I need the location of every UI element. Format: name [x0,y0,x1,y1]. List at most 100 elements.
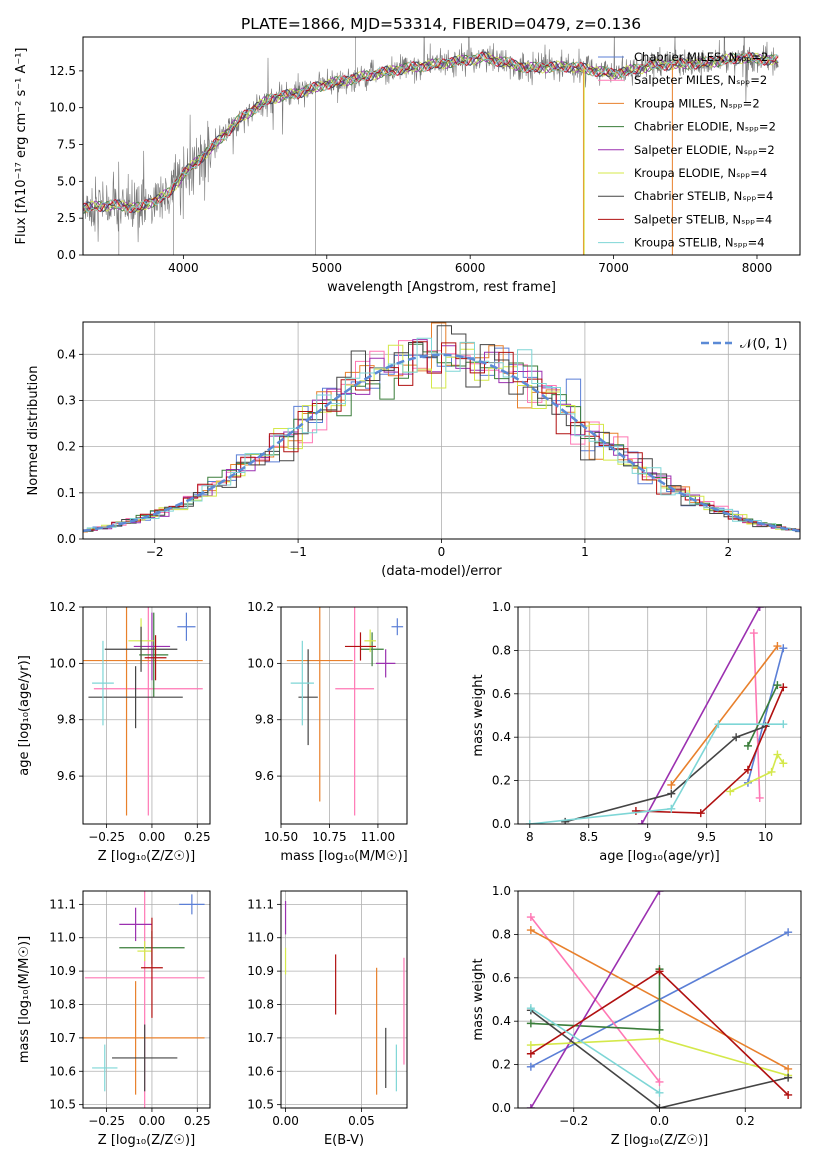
x-tick-label: 0 [438,545,446,559]
errorbar-area [83,891,205,1108]
x-tick-label: 11.00 [361,830,395,844]
y-axis-label: Normed distribution [26,366,41,496]
series-line [747,684,779,747]
errorbar-point [133,612,171,681]
legend-label: Kroupa ELODIE, Nₛₚₚ=4 [634,166,767,180]
x-tick-label: 0.00 [139,830,166,844]
x-tick-label: −0.25 [88,1114,125,1128]
series-marker [655,1104,664,1108]
errorbar-point [360,632,384,667]
y-tick-label: 10.7 [247,1031,274,1045]
x-axis-label: (data-model)/error [381,564,502,579]
y-tick-label: 0.0 [492,1101,511,1115]
series-marker [631,806,640,815]
series-marker [667,780,676,789]
y-tick-label: 0.0 [57,532,76,546]
y-tick-label: 0.4 [57,347,76,361]
errorbar-point [335,607,375,816]
x-tick-label: −0.2 [559,1114,588,1128]
y-tick-label: 9.8 [255,713,274,727]
errorbar-point [290,640,314,726]
series-marker [755,607,764,611]
y-axis-label: mass weight [471,674,486,756]
y-tick-label: 0.1 [57,486,76,500]
x-axis-label: E(B-V) [324,1133,364,1148]
series-marker [767,767,776,776]
x-tick-label: −2 [146,545,164,559]
series-line [530,1007,660,1094]
y-tick-label: 1.0 [492,884,511,898]
errorbar-point [104,626,178,672]
series-marker [779,644,788,653]
y-tick-label: 10.2 [247,600,274,614]
y-tick-label: 11.0 [247,931,274,945]
y-tick-label: 10.9 [49,964,76,978]
model-spectrum-line [83,51,779,214]
legend-label: Salpeter STELIB, Nₛₚₚ=4 [634,212,772,226]
histogram-step-line [83,337,800,532]
series-line [729,752,784,793]
x-tick-label: 8000 [742,261,773,275]
series-line [529,723,784,824]
series-area [525,607,788,824]
legend-label: Salpeter ELODIE, Nₛₚₚ=2 [634,143,775,157]
mass-weight-vs-age-panel: 8 8.5 9 9.5 10 0.0 0.2 0.4 0.6 0.8 1.0 age [log₁₀(a… [471,600,802,864]
y-tick-label: 9.6 [255,769,274,783]
x-tick-label: 0.00 [272,1114,299,1128]
x-tick-label: 10.50 [264,830,298,844]
y-tick-label: 5.0 [57,174,76,188]
y-tick-label: 10.5 [49,1098,76,1112]
age-vs-metallicity-panel: −0.25 0.00 0.25 9.6 9.8 10.0 10.2 Z [log₁₀(Z/Z☉… [17,600,211,864]
errorbar-point [144,635,167,681]
residual-histogram-panel: −2 −1 0 1 2 0.0 0.1 0.2 0.3 0.4 (data-model)/error… [26,321,801,579]
legend-label: Chabrier ELODIE, Nₛₚₚ=2 [634,120,776,134]
errorbar-point [286,607,353,802]
errorbar-point [344,632,376,661]
y-axis-label: mass [log₁₀(M/M☉)] [17,936,32,1063]
y-tick-label: 10.5 [247,1098,274,1112]
y-tick-label: 11.1 [247,897,274,911]
model-spectrum-line [83,53,779,214]
y-tick-label: 0.4 [492,730,511,744]
y-tick-label: 0.4 [492,1014,511,1028]
series-marker [779,759,788,768]
x-tick-label: 0.05 [348,1114,375,1128]
series-line [670,645,779,786]
series-marker [696,809,705,818]
x-axis-label: age [log₁₀(age/yr)] [599,849,720,864]
errorbar-area [286,607,404,816]
x-tick-label: 8.5 [579,830,598,844]
y-tick-label: 10.0 [49,656,76,670]
x-tick-label: 2 [724,545,732,559]
errorbar-point [83,981,205,1095]
y-tick-label: 10.2 [49,600,76,614]
y-tick-label: 9.6 [57,769,76,783]
series-line [747,647,785,784]
series-marker [749,629,758,638]
y-tick-label: 0.6 [492,971,511,985]
y-tick-label: 10.7 [49,1031,76,1045]
series-marker [726,787,735,796]
y-tick-label: 7.5 [57,138,76,152]
mass-weight-vs-metallicity-panel: −0.2 0.0 0.2 0.0 0.2 0.4 0.6 0.8 1.0 Z [log₁₀(Z/Z… [471,884,802,1148]
y-tick-label: 10.8 [247,998,274,1012]
y-tick-label: 12.5 [49,64,76,78]
legend-label: Kroupa MILES, Nₛₚₚ=2 [634,96,760,110]
series-marker [526,1041,535,1050]
legend-label: Salpeter MILES, Nₛₚₚ=2 [634,73,767,87]
series-marker [526,1019,535,1028]
errorbar-point [93,607,203,816]
series-marker [743,765,752,774]
axes-frame [280,890,408,1109]
series-line [564,725,766,823]
series-marker [655,1077,664,1086]
y-tick-label: 10.8 [49,998,76,1012]
x-axis-label: Z [log₁₀(Z/Z☉)] [611,1133,708,1148]
y-tick-label: 10.6 [247,1064,274,1078]
y-tick-label: 9.8 [57,713,76,727]
x-axis-label: Z [log₁₀(Z/Z☉)] [98,849,195,864]
x-tick-label: 4000 [168,261,199,275]
y-tick-label: 11.1 [49,897,76,911]
x-tick-label: 9.5 [697,830,716,844]
